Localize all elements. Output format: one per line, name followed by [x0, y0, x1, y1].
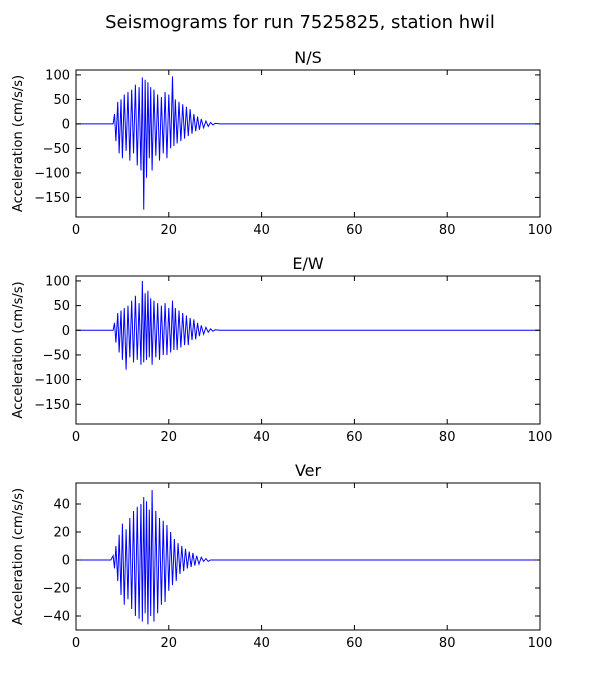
x-tick-label: 60 [346, 636, 363, 651]
x-tick-label: 80 [439, 430, 456, 445]
y-tick-label: 50 [53, 299, 70, 314]
x-tick-label: 60 [346, 430, 363, 445]
y-tick-label: −100 [34, 373, 70, 388]
y-tick-label: 100 [45, 274, 70, 289]
x-tick-label: 100 [528, 223, 553, 238]
y-tick-label: −40 [43, 610, 70, 625]
y-tick-label: −150 [34, 398, 70, 413]
axes-frame [75, 69, 541, 218]
series-line [76, 280, 540, 370]
x-tick-label: 100 [528, 636, 553, 651]
x-tick-label: 40 [253, 430, 270, 445]
y-tick-label: 40 [53, 498, 70, 513]
x-tick-label: 20 [161, 223, 178, 238]
x-tick-label: 60 [346, 223, 363, 238]
x-tick-label: 0 [72, 430, 80, 445]
y-axis-label: Acceleration (cm/s/s) [11, 281, 26, 418]
series-line [76, 76, 540, 210]
y-tick-label: 0 [62, 324, 70, 339]
y-tick-label: 20 [53, 526, 70, 541]
axes-frame [75, 482, 541, 631]
y-axis-label: Acceleration (cm/s/s) [11, 488, 26, 625]
x-tick-label: 80 [439, 223, 456, 238]
panel-title: Ver [295, 461, 322, 480]
x-tick-label: 20 [161, 636, 178, 651]
figure-title: Seismograms for run 7525825, station hwi… [105, 12, 495, 33]
y-tick-label: −50 [43, 142, 70, 157]
x-tick-label: 0 [72, 636, 80, 651]
x-tick-label: 20 [161, 430, 178, 445]
panel-title: N/S [294, 48, 322, 67]
panel-title: E/W [292, 254, 324, 273]
x-tick-label: 40 [253, 636, 270, 651]
y-tick-label: −20 [43, 582, 70, 597]
x-tick-label: 0 [72, 223, 80, 238]
axes-frame [75, 275, 541, 425]
y-tick-label: 0 [62, 554, 70, 569]
y-tick-label: 100 [45, 68, 70, 83]
panel-3: Ver 0 20 40 60 80 100 40 20 0 −20 −40 Acceleration (… [11, 461, 552, 651]
y-tick-label: −150 [34, 191, 70, 206]
series-line [76, 489, 540, 625]
y-tick-label: −100 [34, 166, 70, 181]
y-tick-label: 50 [53, 93, 70, 108]
x-tick-label: 100 [528, 430, 553, 445]
y-tick-label: −50 [43, 348, 70, 363]
y-tick-label: 0 [62, 117, 70, 132]
x-tick-label: 80 [439, 636, 456, 651]
y-axis-label: Acceleration (cm/s/s) [11, 75, 26, 212]
panel-2: E/W 0 20 40 60 80 100 100 50 0 −50 −100 −150 Accelera… [11, 254, 552, 445]
panel-1: N/S 0 20 40 60 80 100 100 50 0 −50 −100 −150 Accelera… [11, 48, 552, 238]
x-tick-label: 40 [253, 223, 270, 238]
